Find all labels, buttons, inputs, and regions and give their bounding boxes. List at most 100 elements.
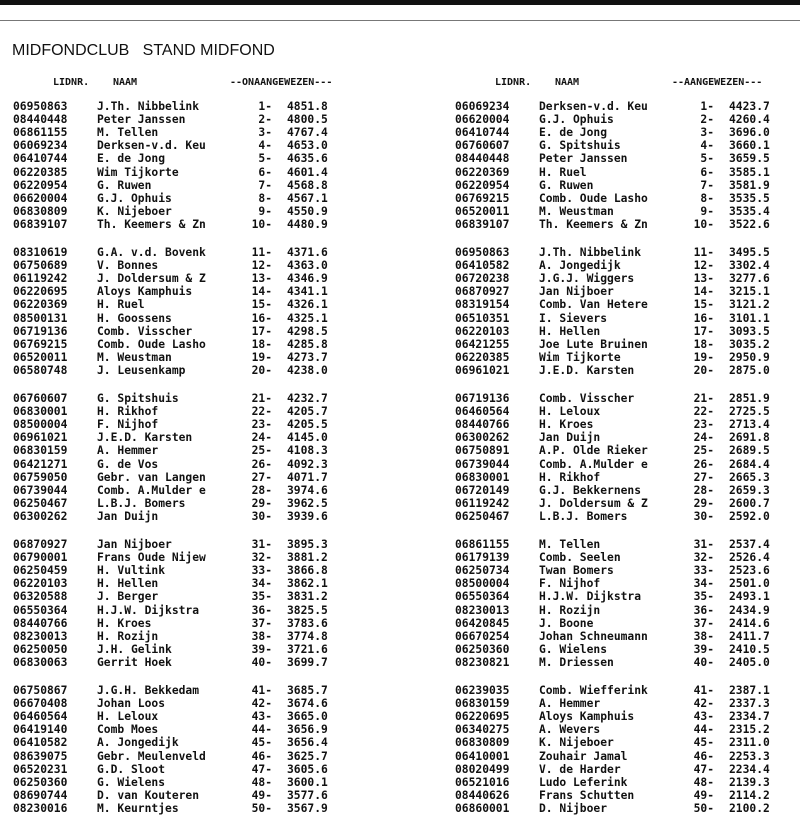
- score-cell: 2434.9: [729, 603, 770, 617]
- score-cell: 3605.6: [287, 762, 328, 776]
- lidnr-cell: 06769215: [13, 337, 68, 351]
- lidnr-cell: 08440448: [13, 113, 68, 127]
- score-cell: 4567.1: [287, 191, 328, 205]
- lidnr-cell: 06839107: [455, 217, 510, 231]
- lidnr-cell: 06069234: [13, 139, 68, 153]
- rank-cell: 33-: [251, 564, 272, 578]
- name-cell: Wim Tijkorte: [97, 165, 179, 179]
- score-cell: 4653.0: [287, 139, 328, 153]
- score-cell: 4371.6: [287, 246, 328, 259]
- lidnr-cell: 08440766: [455, 418, 510, 432]
- rank-cell: 3-: [700, 126, 714, 140]
- name-cell: V. Bonnes: [97, 259, 159, 273]
- lidnr-cell: 06830809: [13, 204, 68, 218]
- rank-cell: 35-: [251, 590, 272, 604]
- score-cell: 4480.9: [287, 217, 328, 231]
- lidnr-cell: 06521016: [455, 775, 510, 789]
- score-cell: 3121.2: [729, 298, 770, 312]
- name-cell: Comb. Oude Lasho: [97, 337, 206, 351]
- score-cell: 2100.2: [729, 801, 770, 815]
- score-cell: 3567.9: [287, 801, 328, 815]
- lidnr-cell: 08500004: [13, 418, 68, 432]
- name-cell: Wim Tijkorte: [539, 350, 621, 364]
- rank-cell: 12-: [693, 259, 714, 273]
- name-cell: Comb. Wiefferink: [539, 684, 648, 697]
- lidnr-cell: 08500131: [13, 311, 68, 325]
- score-cell: 2659.3: [729, 483, 770, 497]
- rank-cell: 7-: [258, 178, 272, 192]
- rank-cell: 47-: [251, 762, 272, 776]
- column-header-lidnr: LIDNR.: [53, 77, 90, 88]
- lidnr-cell: 06220103: [13, 577, 68, 591]
- lidnr-cell: 06300262: [13, 509, 68, 523]
- lidnr-cell: 08500004: [455, 577, 510, 591]
- lidnr-cell: 06300262: [455, 431, 510, 445]
- rank-cell: 5-: [700, 152, 714, 166]
- name-cell: A. Hemmer: [97, 444, 159, 458]
- rank-cell: 2-: [258, 113, 272, 127]
- rank-cell: 48-: [693, 775, 714, 789]
- name-cell: Jan Nijboer: [539, 285, 614, 299]
- lidnr-cell: 08230821: [455, 655, 510, 669]
- name-cell: J. Leusenkamp: [97, 363, 186, 377]
- score-cell: 4767.4: [287, 126, 328, 140]
- lidnr-cell: 06950863: [455, 246, 510, 259]
- score-cell: 3721.6: [287, 642, 328, 656]
- score-cell: 3535.4: [729, 204, 770, 218]
- name-cell: J.G.H. Bekkedam: [97, 684, 200, 697]
- lidnr-cell: 06760607: [455, 139, 510, 153]
- lidnr-cell: 06239035: [455, 684, 510, 697]
- lidnr-cell: 06759050: [13, 470, 68, 484]
- rank-cell: 47-: [693, 762, 714, 776]
- score-cell: 4363.0: [287, 259, 328, 273]
- name-cell: H. Rozijn: [97, 629, 159, 643]
- lidnr-cell: 06420845: [455, 616, 510, 630]
- rank-cell: 25-: [251, 444, 272, 458]
- rank-cell: 23-: [251, 418, 272, 432]
- lidnr-cell: 06250467: [455, 509, 510, 523]
- rank-cell: 10-: [251, 217, 272, 231]
- column-header-section: --ONAANGEWEZEN---: [230, 77, 333, 88]
- rank-cell: 27-: [251, 470, 272, 484]
- name-cell: E. de Jong: [539, 126, 608, 140]
- score-cell: 4341.1: [287, 285, 328, 299]
- rank-cell: 10-: [693, 217, 714, 231]
- lidnr-cell: 08440766: [13, 616, 68, 630]
- name-cell: J.H. Gelink: [97, 642, 172, 656]
- rank-cell: 38-: [693, 629, 714, 643]
- rank-cell: 29-: [693, 496, 714, 510]
- rank-cell: 9-: [700, 204, 714, 218]
- name-cell: Twan Bomers: [539, 564, 614, 578]
- rank-cell: 27-: [693, 470, 714, 484]
- name-cell: H. Goossens: [97, 311, 172, 325]
- rank-cell: 13-: [693, 272, 714, 286]
- name-cell: A. Hemmer: [539, 697, 601, 711]
- lidnr-cell: 06119242: [455, 496, 510, 510]
- rank-cell: 23-: [693, 418, 714, 432]
- name-cell: Johan Schneumann: [539, 629, 648, 643]
- rank-cell: 3-: [258, 126, 272, 140]
- score-cell: 2691.8: [729, 431, 770, 445]
- name-cell: D. Nijboer: [539, 801, 608, 815]
- rank-cell: 17-: [693, 324, 714, 338]
- rank-cell: 45-: [693, 736, 714, 750]
- lidnr-cell: 06460564: [13, 710, 68, 724]
- score-cell: 4851.8: [287, 100, 328, 113]
- rank-cell: 30-: [693, 509, 714, 523]
- name-cell: A. Jongedijk: [539, 259, 621, 273]
- rank-cell: 31-: [251, 538, 272, 551]
- lidnr-cell: 06750891: [455, 444, 510, 458]
- lidnr-cell: 06340275: [455, 723, 510, 737]
- rank-cell: 44-: [251, 723, 272, 737]
- rank-cell: 34-: [251, 577, 272, 591]
- rank-cell: 38-: [251, 629, 272, 643]
- lidnr-cell: 06620004: [455, 113, 510, 127]
- lidnr-cell: 06220103: [455, 324, 510, 338]
- score-cell: 3895.3: [287, 538, 328, 551]
- lidnr-cell: 06250360: [455, 642, 510, 656]
- lidnr-cell: 06830159: [13, 444, 68, 458]
- score-cell: 2414.6: [729, 616, 770, 630]
- lidnr-cell: 08020499: [455, 762, 510, 776]
- score-cell: 4325.1: [287, 311, 328, 325]
- lidnr-cell: 06670254: [455, 629, 510, 643]
